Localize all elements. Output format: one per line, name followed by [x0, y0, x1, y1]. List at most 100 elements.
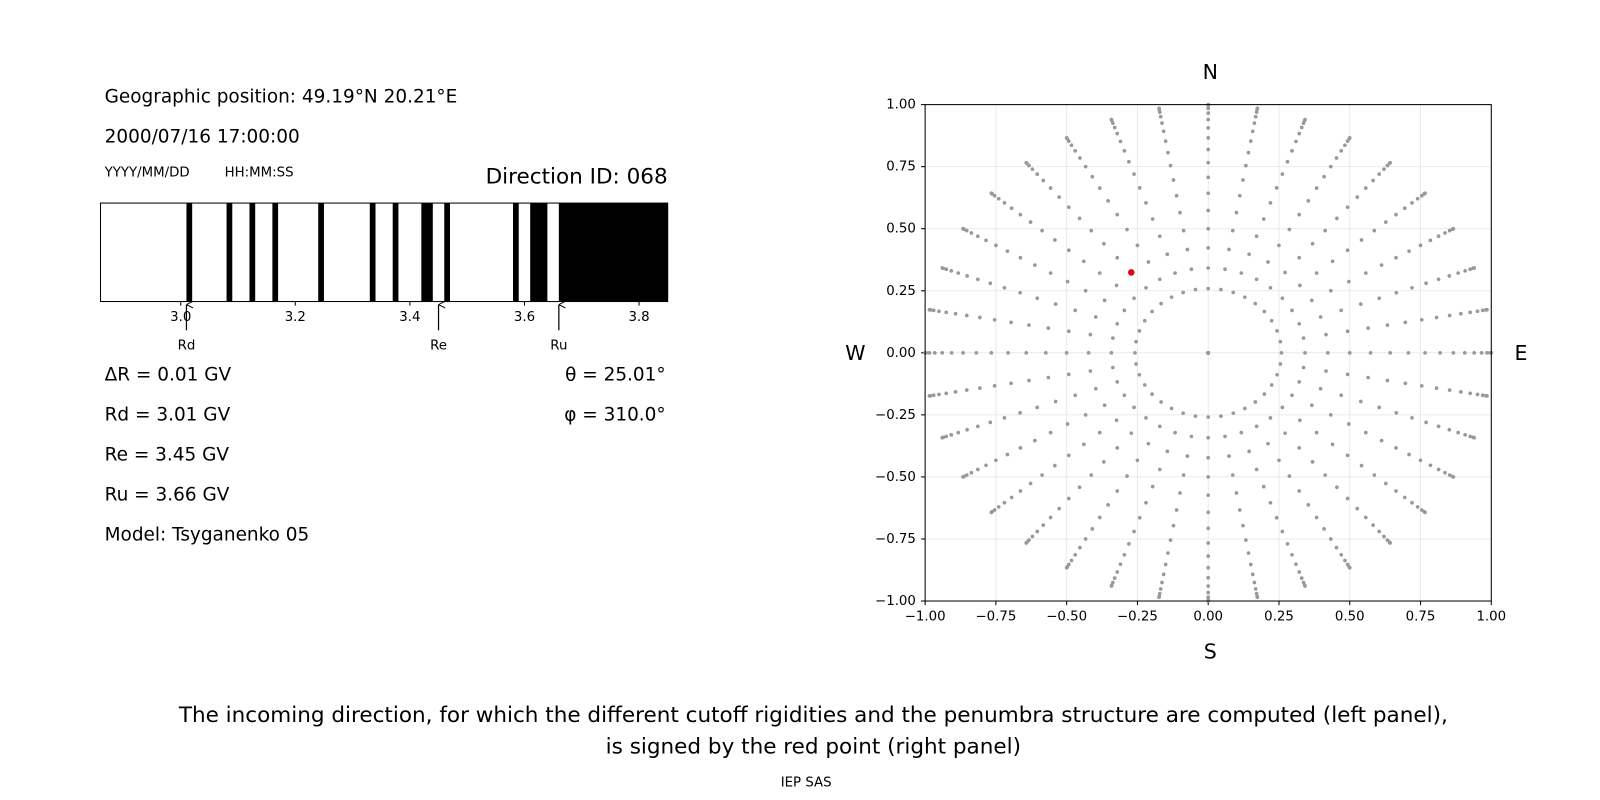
- direction-point: [1132, 529, 1136, 534]
- direction-point: [1002, 285, 1007, 290]
- direction-point: [1142, 383, 1147, 387]
- direction-point: [1133, 350, 1137, 355]
- direction-point: [1407, 452, 1411, 457]
- direction-point: [1066, 205, 1071, 210]
- x-tick-label: 3.6: [514, 310, 535, 325]
- direction-point: [1018, 411, 1022, 415]
- direction-point: [1046, 375, 1051, 380]
- direction-point: [1423, 191, 1427, 196]
- direction-point: [1122, 552, 1127, 557]
- direction-point: [1246, 150, 1251, 155]
- direction-point: [989, 191, 994, 196]
- direction-point: [1447, 274, 1452, 278]
- direction-point: [1163, 139, 1168, 143]
- direction-point: [1451, 475, 1456, 479]
- direction-point: [1436, 234, 1441, 239]
- direction-point: [1146, 260, 1151, 264]
- direction-point: [1447, 427, 1452, 432]
- direction-point: [1255, 106, 1260, 111]
- direction-point: [988, 420, 993, 425]
- direction-point: [1314, 271, 1319, 275]
- direction-point: [1101, 460, 1106, 464]
- direction-point: [1129, 431, 1134, 436]
- direction-point: [1144, 416, 1148, 420]
- direction-point: [1254, 591, 1259, 596]
- direction-point: [1394, 290, 1399, 295]
- direction-point: [1106, 502, 1110, 507]
- direction-point: [927, 350, 932, 355]
- direction-point: [1135, 243, 1140, 248]
- direction-point: [1275, 329, 1279, 333]
- direction-point: [1280, 529, 1285, 534]
- direction-point: [1048, 271, 1053, 275]
- direction-point: [1206, 111, 1211, 115]
- direction-point: [1297, 570, 1302, 574]
- direction-point: [1297, 212, 1302, 217]
- direction-point: [1157, 424, 1162, 429]
- direction-point: [1330, 442, 1335, 447]
- direction-point: [1345, 205, 1350, 210]
- direction-point: [1206, 565, 1211, 570]
- direction-point: [1169, 295, 1174, 300]
- direction-point: [1018, 489, 1023, 493]
- direction-point: [1456, 271, 1461, 275]
- direction-point: [1089, 228, 1094, 233]
- marker-label: Rd: [178, 339, 196, 354]
- direction-point: [949, 350, 954, 355]
- direction-point: [1231, 411, 1236, 416]
- direction-point: [975, 277, 980, 282]
- direction-point: [1323, 228, 1328, 233]
- direction-point: [1379, 438, 1384, 443]
- direction-point: [1073, 393, 1078, 398]
- direction-point: [1310, 241, 1315, 246]
- direction-point: [1363, 515, 1368, 520]
- penumbra-band: [318, 203, 324, 302]
- direction-point: [1206, 191, 1211, 196]
- direction-point: [1297, 255, 1302, 260]
- direction-point: [975, 424, 980, 429]
- direction-point: [1157, 595, 1161, 600]
- direction-point: [994, 458, 998, 463]
- direction-point: [1163, 562, 1168, 567]
- direction-point: [931, 393, 936, 398]
- direction-point: [1157, 467, 1162, 472]
- direction-point: [1269, 318, 1274, 323]
- direction-point: [1206, 266, 1211, 270]
- direction-point: [1241, 523, 1245, 528]
- direction-point: [1206, 106, 1211, 111]
- direction-point: [1041, 523, 1046, 527]
- y-tick-label: 0.25: [886, 284, 916, 299]
- direction-point: [1299, 125, 1304, 130]
- direction-point: [1002, 201, 1007, 205]
- direction-point: [1377, 405, 1382, 410]
- direction-point: [1359, 463, 1364, 468]
- direction-point: [1241, 178, 1245, 182]
- direction-point: [1173, 430, 1177, 435]
- direction-point: [1181, 411, 1185, 416]
- direction-point: [1137, 515, 1142, 520]
- y-tick-label: −1.00: [875, 594, 916, 609]
- direction-point: [1403, 381, 1408, 386]
- direction-point: [1206, 510, 1211, 515]
- x-tick-label: −0.75: [975, 609, 1016, 624]
- direction-point: [1345, 372, 1350, 377]
- direction-point: [1005, 452, 1010, 457]
- direction-point: [1410, 285, 1414, 290]
- direction-point: [1363, 186, 1368, 191]
- direction-point: [977, 386, 982, 390]
- direction-point: [1227, 454, 1231, 458]
- direction-point: [1073, 308, 1078, 313]
- direction-point: [1009, 206, 1014, 211]
- direction-point: [1388, 350, 1393, 355]
- direction-point: [1168, 538, 1173, 542]
- direction-point: [1206, 435, 1211, 440]
- direction-point: [1115, 446, 1120, 450]
- direction-point: [1231, 290, 1236, 295]
- compass-n: N: [1203, 60, 1218, 84]
- direction-point: [1077, 485, 1082, 490]
- direction-point: [1066, 248, 1071, 253]
- direction-point: [965, 427, 969, 432]
- direction-point: [975, 234, 980, 239]
- direction-point: [1309, 403, 1314, 408]
- direction-point: [1268, 500, 1273, 505]
